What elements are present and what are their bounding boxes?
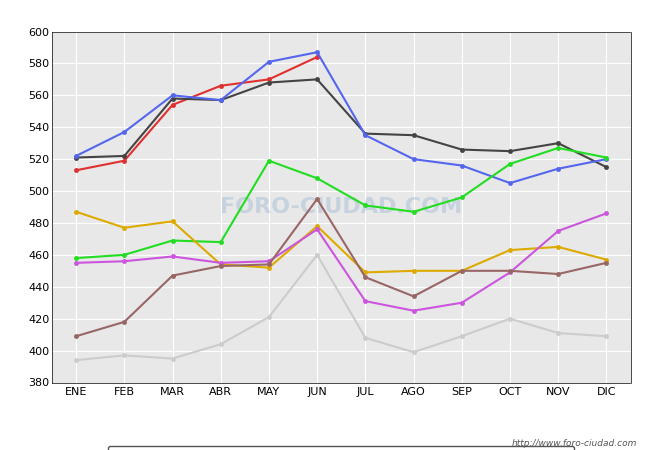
Legend: 2024, 2023, 2022, 2021, 2020, 2019, 2018, 2017: 2024, 2023, 2022, 2021, 2020, 2019, 2018…	[108, 446, 575, 450]
Text: FORO-CIUDAD.COM: FORO-CIUDAD.COM	[220, 197, 462, 217]
Text: http://www.foro-ciudad.com: http://www.foro-ciudad.com	[512, 439, 637, 448]
Text: Afiliados en Gualba a 31/5/2024: Afiliados en Gualba a 31/5/2024	[180, 9, 470, 27]
